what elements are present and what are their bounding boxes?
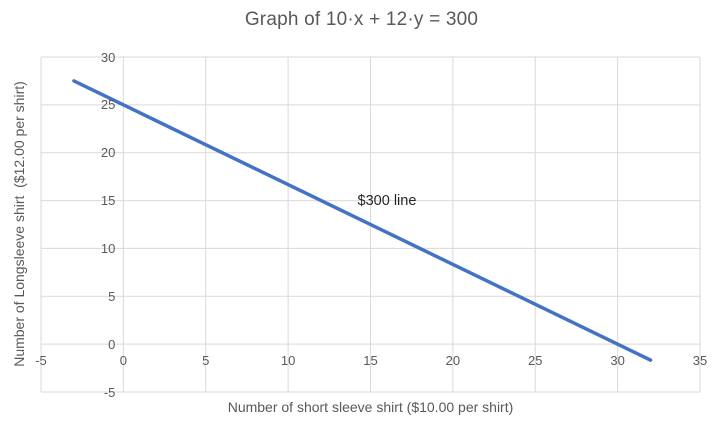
line-annotation: $300 line [357,192,417,209]
y-tick-label: 30 [100,49,116,65]
x-tick-label: 5 [202,353,210,369]
x-tick-label: 35 [692,353,708,369]
y-tick-label: 25 [100,97,116,113]
x-tick-label: 20 [445,353,461,369]
data-line [72,79,653,362]
y-tick-label: 10 [100,240,116,256]
x-tick-label: 0 [119,353,127,369]
y-tick-label: 5 [108,288,116,304]
x-tick-label: 25 [528,353,543,369]
x-tick-label: 30 [610,353,625,369]
x-axis-title: Number of short sleeve shirt ($10.00 per… [227,399,514,415]
y-tick-label: 15 [100,193,116,209]
x-tick-label: 10 [280,353,296,369]
x-tick-label: -5 [35,353,47,369]
y-tick-label: 20 [100,145,116,161]
y-tick-label: -5 [103,384,116,400]
y-axis-title: Number of Longsleeve shirt ($12.00 per s… [11,81,27,367]
y-tick-label: 0 [108,336,116,352]
x-tick-label: 15 [363,353,378,369]
chart-title: Graph of 10·x + 12·y = 300 [244,9,479,30]
